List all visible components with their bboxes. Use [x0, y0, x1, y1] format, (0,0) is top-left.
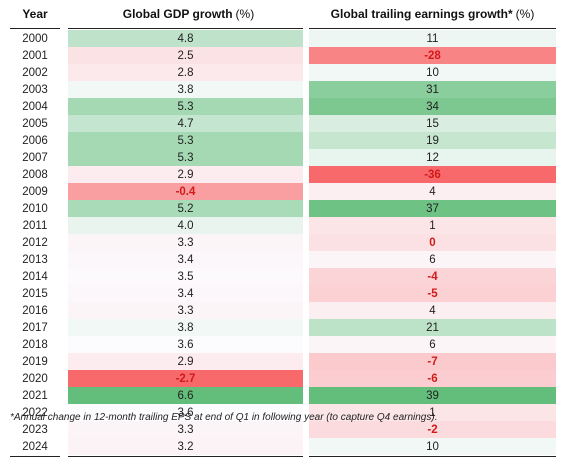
year-cell: 2001: [22, 49, 48, 62]
year-cell: 2017: [22, 321, 48, 334]
year-cell: 2000: [22, 32, 48, 45]
earnings-cell: -36: [309, 166, 556, 183]
gdp-cell: 3.3: [68, 302, 303, 319]
gdp-cell: 3.8: [68, 81, 303, 98]
gdp-cell: 3.5: [68, 268, 303, 285]
year-cell: 2012: [22, 236, 48, 249]
earnings-cell: 4: [309, 183, 556, 200]
year-cell: 2014: [22, 270, 48, 283]
earnings-cell: 19: [309, 132, 556, 149]
earnings-cell: 12: [309, 149, 556, 166]
gdp-cell: 3.6: [68, 336, 303, 353]
earnings-cell: -7: [309, 353, 556, 370]
gdp-cell: 5.3: [68, 149, 303, 166]
year-cell: 2007: [22, 151, 48, 164]
gdp-cell: -0.4: [68, 183, 303, 200]
year-cell: 2006: [22, 134, 48, 147]
gdp-cell: 3.2: [68, 438, 303, 455]
earnings-cell: 4: [309, 302, 556, 319]
gdp-header: Global GDP growth (%): [122, 7, 255, 21]
gdp-cell: 3.4: [68, 285, 303, 302]
earnings-cell: 15: [309, 115, 556, 132]
earnings-cell: 1: [309, 404, 556, 421]
gdp-cell: 2.5: [68, 47, 303, 64]
gdp-cell: 3.6: [68, 404, 303, 421]
gdp-cell: 2.9: [68, 353, 303, 370]
year-cell: 2009: [22, 185, 48, 198]
gdp-cell: 3.3: [68, 234, 303, 251]
footnote: *Annual change in 12-month trailing EPS …: [10, 412, 438, 423]
gdp-cell: 4.8: [68, 30, 303, 47]
gdp-cell: 5.2: [68, 200, 303, 217]
header-rule-year: [10, 28, 60, 29]
header-rule-earnings: [309, 28, 556, 29]
earnings-cell: -2: [309, 421, 556, 438]
year-cell: 2022: [22, 406, 48, 419]
earnings-cell: 34: [309, 98, 556, 115]
gdp-cell: -2.7: [68, 370, 303, 387]
earnings-cell: 39: [309, 387, 556, 404]
gdp-cell: 3.4: [68, 251, 303, 268]
earnings-cell: 0: [309, 234, 556, 251]
year-cell: 2023: [22, 423, 48, 436]
gdp-cell: 4.7: [68, 115, 303, 132]
earnings-cell: 31: [309, 81, 556, 98]
gdp-cell: 2.9: [68, 166, 303, 183]
year-cell: 2004: [22, 100, 48, 113]
year-cell: 2005: [22, 117, 48, 130]
earnings-cell: 6: [309, 336, 556, 353]
year-cell: 2013: [22, 253, 48, 266]
header-rule-gdp: [68, 28, 303, 29]
earnings-cell: 6: [309, 251, 556, 268]
gdp-cell: 5.3: [68, 132, 303, 149]
earnings-cell: -6: [309, 370, 556, 387]
year-cell: 2011: [22, 219, 48, 232]
gdp-cell: 4.0: [68, 217, 303, 234]
year-header: Year: [22, 7, 48, 21]
year-cell: 2020: [22, 372, 48, 385]
earnings-cell: 10: [309, 64, 556, 81]
year-cell: 2024: [22, 440, 48, 453]
gdp-cell: 5.3: [68, 98, 303, 115]
earnings-cell: 1: [309, 217, 556, 234]
earnings-cell: 11: [309, 30, 556, 47]
year-cell: 2018: [22, 338, 48, 351]
gdp-cell: 6.6: [68, 387, 303, 404]
gdp-cell: 2.8: [68, 64, 303, 81]
earnings-cell: 37: [309, 200, 556, 217]
gdp-cell: 3.8: [68, 319, 303, 336]
earnings-header: Global trailing earnings growth* (%): [330, 7, 535, 21]
earnings-cell: -4: [309, 268, 556, 285]
year-cell: 2003: [22, 83, 48, 96]
gdp-cell: 3.3: [68, 421, 303, 438]
earnings-cell: 10: [309, 438, 556, 455]
year-cell: 2021: [22, 389, 48, 402]
year-cell: 2002: [22, 66, 48, 79]
earnings-cell: 21: [309, 319, 556, 336]
earnings-cell: -28: [309, 47, 556, 64]
year-cell: 2019: [22, 355, 48, 368]
year-cell: 2015: [22, 287, 48, 300]
year-cell: 2016: [22, 304, 48, 317]
year-cell: 2010: [22, 202, 48, 215]
earnings-cell: -5: [309, 285, 556, 302]
year-cell: 2008: [22, 168, 48, 181]
